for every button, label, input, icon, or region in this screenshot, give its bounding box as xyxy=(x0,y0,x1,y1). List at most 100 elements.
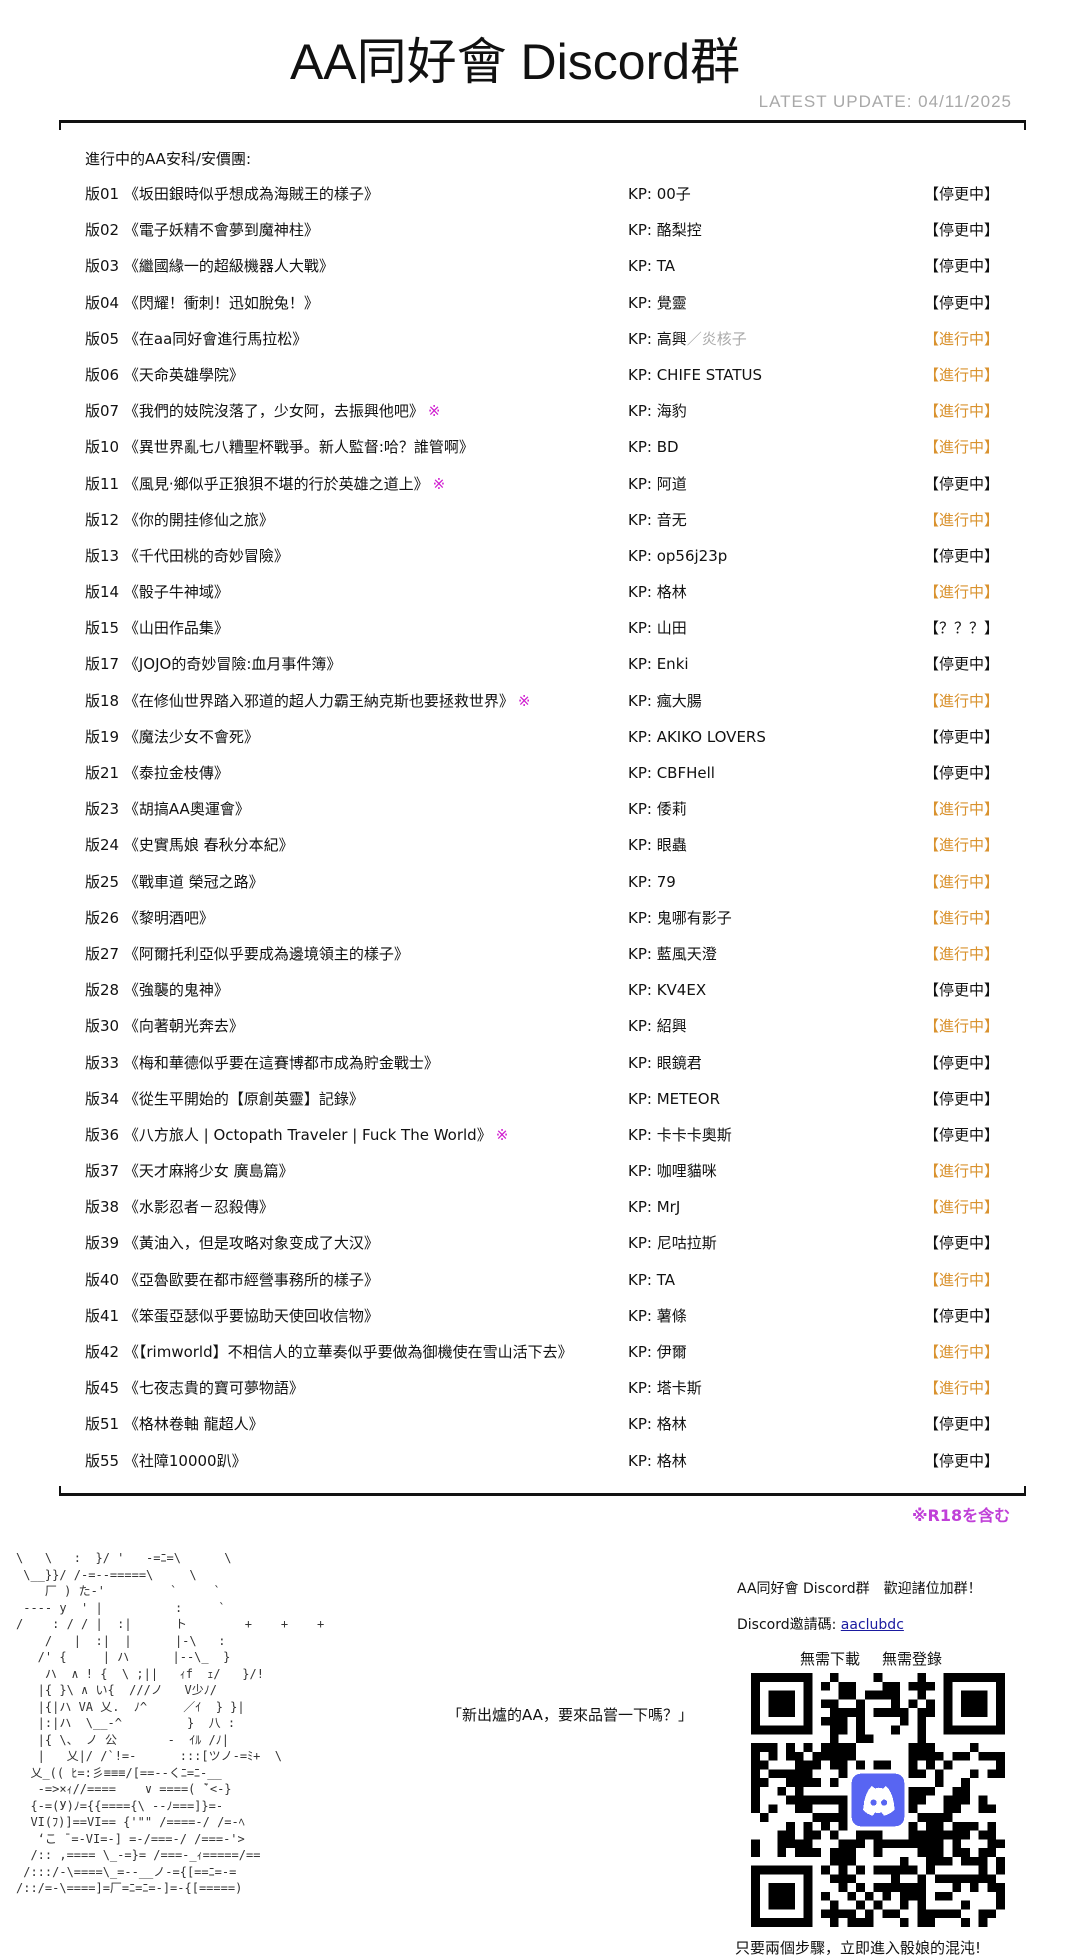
campaign-title[interactable]: 版06 《天命英雄學院》 xyxy=(85,365,248,385)
status-badge: 【進行中】 xyxy=(924,583,1000,602)
status-badge: 【停更中】 xyxy=(924,185,1000,203)
board-number: 版28 xyxy=(85,981,120,1000)
campaign-title[interactable]: 版33 《梅和華德似乎要在這賽博都市成為貯金戰士》 xyxy=(85,1053,443,1073)
board-number: 版14 xyxy=(85,583,120,602)
campaign-title[interactable]: 版36 《八方旅人 | Octopath Traveler | Fuck The… xyxy=(85,1125,508,1145)
kp-label: KP: 薯條 xyxy=(628,1306,687,1325)
campaign-title[interactable]: 版27 《阿爾托利亞似乎要成為邊境領主的樣子》 xyxy=(85,944,413,964)
campaign-name: 《八方旅人 | Octopath Traveler | Fuck The Wor… xyxy=(123,1125,492,1144)
r18-note: ※R18を含む xyxy=(912,1506,1011,1525)
campaign-name: 《山田作品集》 xyxy=(123,619,229,638)
status-badge: 【進行中】 xyxy=(924,872,1000,891)
invite-code-link[interactable]: aaclubdc xyxy=(840,1617,904,1633)
campaign-list: 版01 《坂田銀時似乎想成為海賊王的樣子》 KP: 00子 【停更中】 版02 《… xyxy=(85,184,1005,1487)
campaign-title[interactable]: 版19 《魔法少女不會死》 xyxy=(85,727,263,747)
campaign-title[interactable]: 版34 《從生平開始的【原創英靈】記錄》 xyxy=(85,1089,368,1109)
kp-name: KP: 阿道 xyxy=(628,474,687,494)
status-badge: 【進行中】 xyxy=(924,800,1000,819)
campaign-row: 版38 《水影忍者－忍殺傳》 KP: MrJ 【進行中】 xyxy=(85,1197,1005,1233)
campaign-row: 版30 《向著朝光奔去》 KP: 紹興 【進行中】 xyxy=(85,1016,1005,1052)
kp-label: KP: MrJ xyxy=(628,1198,681,1217)
campaign-title[interactable]: 版15 《山田作品集》 xyxy=(85,618,233,638)
campaign-title[interactable]: 版38 《水影忍者－忍殺傳》 xyxy=(85,1197,278,1217)
status-badge: 【進行中】 xyxy=(924,1270,1000,1289)
kp-label: KP: Enki xyxy=(628,655,689,674)
board-number: 版15 xyxy=(85,619,120,638)
campaign-title[interactable]: 版12 《你的開挂修仙之旅》 xyxy=(85,510,278,530)
board-number: 版41 xyxy=(85,1306,120,1325)
campaign-title[interactable]: 版04 《閃耀！衝刺！迅如脫兔！》 xyxy=(85,293,323,313)
status-badge: 【停更中】 xyxy=(924,1234,1000,1253)
campaign-row: 版42 《【rimworld】不相信人的立華奏似乎要做為御機使在雪山活下去》 K… xyxy=(85,1342,1005,1378)
campaign-title[interactable]: 版11 《風見·鄉似乎正狼狽不堪的行於英雄之道上》 ※ xyxy=(85,474,445,494)
campaign-title[interactable]: 版39 《黃油入，但是攻略对象变成了大汉》 xyxy=(85,1233,383,1253)
board-number: 版42 xyxy=(85,1343,120,1361)
campaign-title[interactable]: 版41 《笨蛋亞瑟似乎要協助天使回收信物》 xyxy=(85,1306,383,1326)
campaign-title[interactable]: 版25 《戰車道 榮冠之路》 xyxy=(85,872,268,892)
campaign-title[interactable]: 版17 《JOJO的奇妙冒險:血月事件簿》 xyxy=(85,654,345,674)
kp-label: KP: 格林 xyxy=(628,1451,687,1470)
discord-footer: 只要兩個步驟，立即進入骰娘的混沌! xyxy=(735,1939,982,1957)
campaign-name: 《風見·鄉似乎正狼狽不堪的行於英雄之道上》 xyxy=(123,474,429,493)
campaign-title[interactable]: 版23 《胡搞AA奧運會》 xyxy=(85,799,254,819)
campaign-title[interactable]: 版28 《強襲的鬼神》 xyxy=(85,980,233,1000)
status-badge: 【進行中】 xyxy=(924,1017,1000,1036)
kp-name: KP: 山田 xyxy=(628,618,687,638)
campaign-row: 版45 《七夜志貴的寶可夢物語》 KP: 塔卡斯 【進行中】 xyxy=(85,1378,1005,1414)
campaign-title[interactable]: 版18 《在修仙世界踏入邪道的超人力霸王納克斯也要拯救世界》 ※ xyxy=(85,691,530,711)
campaign-title[interactable]: 版30 《向著朝光奔去》 xyxy=(85,1016,248,1036)
campaign-row: 版18 《在修仙世界踏入邪道的超人力霸王納克斯也要拯救世界》 ※ KP: 瘋大腸 … xyxy=(85,691,1005,727)
status-badge: 【停更中】 xyxy=(924,655,1000,674)
campaign-title[interactable]: 版37 《天才麻將少女 廣島篇》 xyxy=(85,1161,298,1181)
campaign-row: 版02 《電子妖精不會夢到魔神柱》 KP: 酪梨控 【停更中】 xyxy=(85,220,1005,256)
status-badge: 【進行中】 xyxy=(924,1343,1000,1361)
campaign-row: 版37 《天才麻將少女 廣島篇》 KP: 咖哩貓咪 【進行中】 xyxy=(85,1161,1005,1197)
discord-qr-code[interactable] xyxy=(751,1673,1005,1927)
campaign-name: 《異世界亂七八糟聖杯戰爭。新人監督:哈？誰管啊》 xyxy=(123,438,474,457)
campaign-title[interactable]: 版26 《黎明酒吧》 xyxy=(85,908,218,928)
campaign-name: 《胡搞AA奧運會》 xyxy=(123,800,250,819)
kp-label: KP: op56j23p xyxy=(628,546,728,565)
invite-label: Discord邀請碼: xyxy=(737,1617,841,1633)
kp-name: KP: 眼蟲 xyxy=(628,835,687,855)
campaign-title[interactable]: 版14 《骰子牛神域》 xyxy=(85,582,233,602)
kp-label: KP: 山田 xyxy=(628,619,687,638)
campaign-title[interactable]: 版03 《繼國緣一的超級機器人大戰》 xyxy=(85,256,338,276)
campaign-title[interactable]: 版01 《坂田銀時似乎想成為海賊王的樣子》 xyxy=(85,184,383,204)
discord-features: 無需下載 無需登錄 xyxy=(800,1648,964,1669)
kp-name: KP: MrJ xyxy=(628,1197,680,1217)
kp-name: KP: BD xyxy=(628,437,679,457)
kp-label: KP: 伊爾 xyxy=(628,1343,687,1361)
campaign-row: 版15 《山田作品集》 KP: 山田 【？？？】 xyxy=(85,618,1005,654)
r18-mark: ※ xyxy=(495,1125,509,1144)
board-number: 版23 xyxy=(85,800,120,819)
campaign-title[interactable]: 版40 《亞魯歐要在都市經營事務所的樣子》 xyxy=(85,1270,383,1290)
status-badge: 【停更中】 xyxy=(924,1451,1000,1470)
page-title: AA同好會 Discord群 xyxy=(289,34,741,90)
campaign-title[interactable]: 版21 《泰拉金枝傳》 xyxy=(85,763,233,783)
campaign-title[interactable]: 版45 《七夜志貴的寶可夢物語》 xyxy=(85,1378,308,1398)
campaign-row: 版10 《異世界亂七八糟聖杯戰爭。新人監督:哈？誰管啊》 KP: BD 【進行中… xyxy=(85,437,1005,473)
campaign-title[interactable]: 版05 《在aa同好會進行馬拉松》 xyxy=(85,329,311,349)
kp-name: KP: 紹興 xyxy=(628,1016,687,1036)
campaign-title[interactable]: 版42 《【rimworld】不相信人的立華奏似乎要做為御機使在雪山活下去》 xyxy=(85,1342,577,1362)
campaign-title[interactable]: 版07 《我們的妓院沒落了，少女阿，去振興他吧》 ※ xyxy=(85,401,440,421)
campaign-title[interactable]: 版02 《電子妖精不會夢到魔神柱》 xyxy=(85,220,323,240)
status-badge: 【進行中】 xyxy=(924,691,1000,710)
campaign-title[interactable]: 版55 《社障10000趴》 xyxy=(85,1451,251,1471)
status-badge: 【停更中】 xyxy=(924,1089,1000,1108)
kp-name: KP: 音无 xyxy=(628,510,687,530)
campaign-title[interactable]: 版24 《史實馬娘 春秋分本紀》 xyxy=(85,835,298,855)
campaign-title[interactable]: 版13 《千代田桃的奇妙冒險》 xyxy=(85,546,293,566)
board-number: 版06 xyxy=(85,365,120,384)
discord-invite: Discord邀請碼: aaclubdc xyxy=(737,1614,904,1634)
board-number: 版55 xyxy=(85,1451,120,1470)
campaign-title[interactable]: 版51 《格林卷軸 龍超人》 xyxy=(85,1414,268,1434)
campaign-name: 《強襲的鬼神》 xyxy=(123,981,229,1000)
campaign-name: 《JOJO的奇妙冒險:血月事件簿》 xyxy=(123,655,342,674)
campaign-title[interactable]: 版10 《異世界亂七八糟聖杯戰爭。新人監督:哈？誰管啊》 xyxy=(85,437,478,457)
kp-label: KP: 高興 xyxy=(628,329,687,348)
status-badge: 【停更中】 xyxy=(924,981,1000,1000)
status-badge: 【停更中】 xyxy=(924,474,1000,493)
kp-name: KP: 格林 xyxy=(628,1451,687,1471)
